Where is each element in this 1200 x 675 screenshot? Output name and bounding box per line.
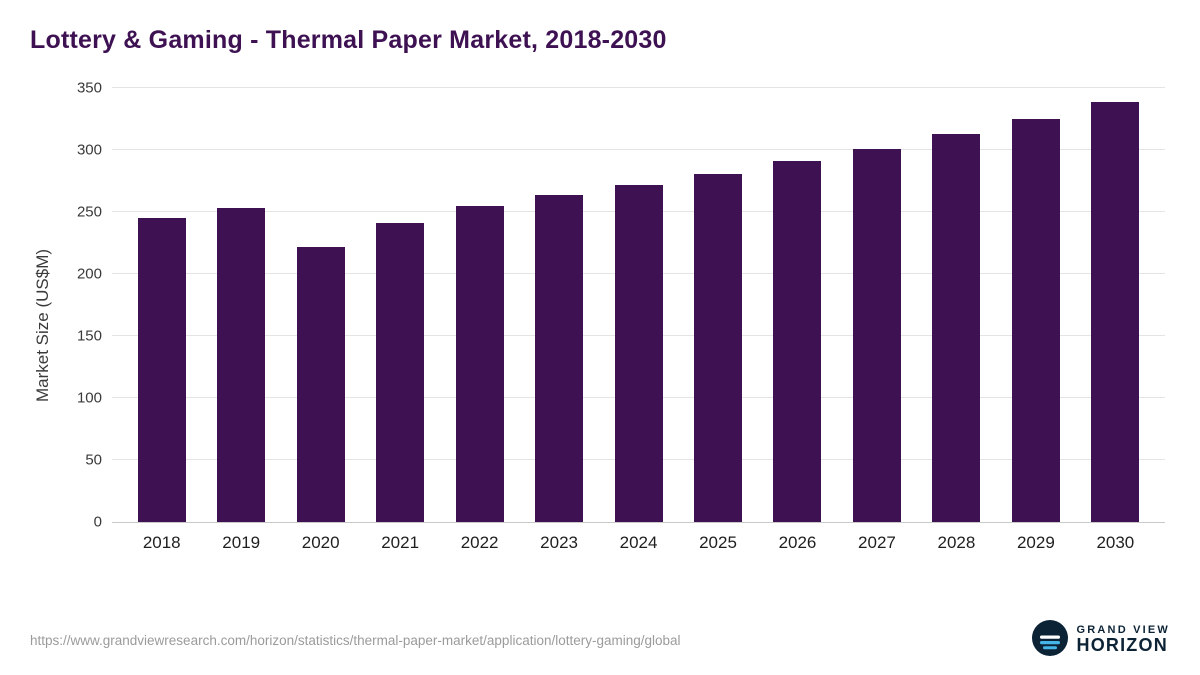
y-axis-label: Market Size (US$M)	[33, 248, 52, 403]
bar-2023	[535, 194, 584, 522]
plot-wrapper: 0 50 100 150 200 250 300 350 2018 2019 2020 2021 20…	[56, 80, 1165, 563]
brand-text: GRAND VIEW HORIZON	[1077, 624, 1171, 656]
x-tick-label: 2020	[301, 533, 340, 552]
x-tick-label: 2025	[699, 533, 737, 552]
bar-slot	[1076, 88, 1155, 522]
x-tick-label: 2024	[619, 533, 658, 552]
footer: https://www.grandviewresearch.com/horizo…	[30, 617, 1170, 663]
bar-2026	[773, 161, 822, 522]
x-tick-label: 2018	[142, 533, 181, 552]
x-tick-label: 2019	[222, 533, 261, 552]
bars-group	[112, 88, 1165, 522]
y-tick-label: 350	[76, 79, 102, 97]
gridline	[112, 149, 1165, 150]
y-tick-label: 200	[76, 265, 102, 283]
bar-slot	[996, 88, 1075, 522]
bar-2029	[1011, 119, 1060, 522]
bar-slot	[917, 88, 996, 522]
gridline	[112, 87, 1165, 88]
bar-2025	[694, 173, 743, 522]
y-tick-label: 300	[76, 141, 102, 159]
bar-slot	[758, 88, 837, 522]
x-tick-label: 2029	[1016, 533, 1055, 552]
bar-slot	[360, 88, 439, 522]
bar-slot	[519, 88, 598, 522]
bar-2019	[217, 208, 266, 522]
x-tick-label: 2027	[858, 533, 896, 552]
bar-2028	[932, 133, 981, 522]
bar-slot	[837, 88, 916, 522]
x-tick-label: 2021	[381, 533, 420, 552]
y-tick-label: 100	[76, 389, 102, 407]
bar-2022	[455, 205, 504, 522]
bar-slot	[440, 88, 519, 522]
bar-chart: Market Size (US$M) 0 50 100 150 200 250 300 350…	[30, 80, 1165, 563]
bar-slot	[122, 88, 201, 522]
bar-slot	[599, 88, 678, 522]
y-tick-label: 50	[85, 451, 102, 469]
x-axis: 2018 2019 2020 2021 2022 2023 2024 2025 2026 2027…	[112, 523, 1165, 563]
bar-slot	[281, 88, 360, 522]
x-tick-label: 2030	[1096, 533, 1135, 552]
bar-2027	[852, 148, 901, 522]
bar-2021	[376, 223, 425, 522]
y-tick-label: 0	[93, 513, 102, 531]
bar-slot	[678, 88, 757, 522]
source-url: https://www.grandviewresearch.com/horizo…	[30, 632, 681, 648]
bar-2030	[1091, 101, 1140, 522]
bar-2018	[137, 218, 186, 522]
y-tick-label: 250	[76, 203, 102, 221]
x-tick-label: 2028	[937, 533, 976, 552]
x-tick-label: 2023	[540, 533, 578, 552]
plot-area: 0 50 100 150 200 250 300 350	[77, 80, 1165, 531]
brand-logo: GRAND VIEW HORIZON	[1031, 619, 1171, 661]
x-tick-label: 2026	[778, 533, 817, 552]
x-tick-label: 2022	[460, 533, 499, 552]
brand-horizon: HORIZON	[1076, 635, 1168, 656]
horizon-sun-icon	[1031, 619, 1068, 661]
bar-2024	[614, 184, 663, 522]
y-tick-label: 150	[76, 327, 102, 345]
brand-grand-view: GRAND VIEW	[1076, 624, 1170, 637]
bar-slot	[201, 88, 280, 522]
bar-2020	[296, 246, 345, 522]
chart-title: Lottery & Gaming - Thermal Paper Market,…	[30, 26, 667, 54]
